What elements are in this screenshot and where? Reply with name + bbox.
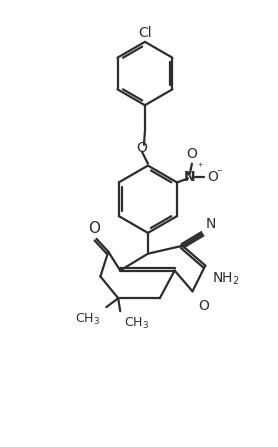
Text: O: O — [136, 141, 147, 155]
Text: $^+$: $^+$ — [196, 163, 204, 173]
Text: O: O — [187, 147, 197, 160]
Text: CH$_3$: CH$_3$ — [75, 312, 100, 327]
Text: O: O — [207, 170, 218, 185]
Text: O: O — [198, 299, 209, 313]
Text: NH$_2$: NH$_2$ — [212, 270, 240, 287]
Text: N: N — [205, 217, 216, 231]
Text: CH$_3$: CH$_3$ — [124, 316, 149, 331]
Text: Cl: Cl — [138, 26, 152, 40]
Text: N: N — [184, 170, 196, 185]
Text: O: O — [88, 221, 100, 236]
Text: $^-$: $^-$ — [215, 169, 223, 178]
